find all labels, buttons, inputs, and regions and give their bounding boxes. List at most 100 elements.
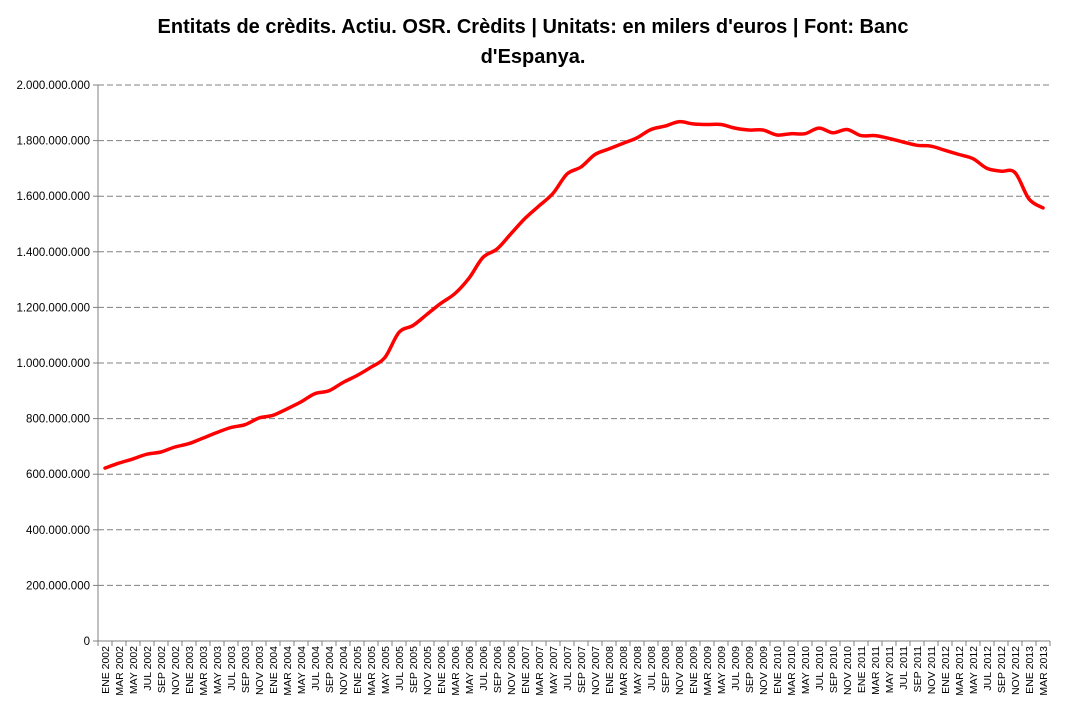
x-tick-label: MAY 2010	[800, 646, 812, 694]
data-point	[789, 132, 793, 135]
x-tick-label: JUL 2007	[562, 646, 574, 691]
data-point	[901, 140, 905, 144]
x-tick-label: MAR 2004	[282, 646, 294, 696]
data-point	[1041, 206, 1045, 210]
data-point	[579, 165, 583, 169]
y-axis-tick-labels: 0 200.000.000 400.000.000 600.000.000 800.00…	[16, 80, 90, 648]
x-tick-label: MAY 2003	[212, 646, 224, 694]
data-point	[1013, 171, 1017, 174]
data-point	[369, 366, 373, 369]
data-point	[397, 331, 401, 334]
y-tick-label: 800.000.000	[26, 414, 90, 426]
data-point	[467, 277, 471, 280]
x-tick-label: MAR 2006	[450, 646, 462, 696]
series-line	[103, 119, 1045, 470]
x-tick-label: NOV 2009	[758, 646, 770, 695]
y-tick-label: 1.800.000.000	[16, 136, 90, 148]
series-layer	[103, 119, 1045, 470]
data-point	[691, 122, 695, 126]
data-point	[481, 256, 485, 259]
x-tick-label: MAY 2006	[464, 646, 476, 694]
data-point	[565, 172, 569, 176]
data-point	[313, 392, 317, 395]
data-point	[117, 461, 121, 465]
data-point	[327, 389, 331, 392]
x-tick-label: MAY 2002	[128, 646, 140, 694]
data-point	[453, 292, 457, 295]
x-tick-label: MAY 2007	[548, 646, 560, 694]
x-tick-label: MAR 2009	[702, 646, 714, 696]
x-tick-label: ENE 2011	[856, 646, 868, 693]
x-tick-label: MAR 2010	[786, 646, 798, 696]
x-tick-label: MAY 2004	[296, 646, 308, 694]
data-point	[173, 445, 177, 449]
data-point	[831, 131, 835, 134]
y-tick-label: 600.000.000	[26, 469, 90, 481]
data-point	[915, 144, 919, 147]
data-point	[719, 123, 723, 126]
data-point	[551, 192, 555, 195]
x-tick-label: MAR 2012	[954, 646, 966, 696]
x-tick-label: ENE 2003	[184, 646, 196, 694]
data-point	[243, 423, 247, 426]
x-tick-label: JUL 2005	[394, 646, 406, 691]
data-point	[887, 137, 891, 140]
data-point	[229, 426, 233, 429]
x-tick-label: ENE 2008	[604, 646, 616, 694]
x-tick-label: JUL 2003	[226, 646, 238, 691]
x-tick-label: NOV 2002	[170, 646, 182, 695]
data-point	[509, 232, 513, 235]
data-point	[145, 453, 149, 456]
x-tick-label: MAR 2008	[618, 646, 630, 696]
x-tick-label: NOV 2007	[590, 646, 602, 695]
data-point	[215, 431, 219, 434]
data-point	[523, 217, 527, 220]
x-tick-label: MAY 2008	[632, 646, 644, 694]
x-tick-label: SEP 2012	[996, 646, 1008, 693]
x-tick-label: ENE 2012	[940, 646, 952, 694]
x-tick-label: MAR 2005	[366, 646, 378, 696]
data-point	[747, 128, 751, 132]
x-tick-label: ENE 2006	[436, 646, 448, 694]
x-tick-label: JUL 2011	[898, 646, 910, 690]
x-tick-label: ENE 2007	[520, 646, 532, 694]
data-point	[733, 126, 737, 130]
x-tick-label: MAY 2009	[716, 646, 728, 694]
data-point	[131, 457, 135, 461]
x-tick-label: MAY 2011	[884, 646, 896, 693]
x-tick-label: MAR 2002	[114, 646, 126, 696]
x-tick-label: SEP 2006	[492, 646, 504, 693]
data-point	[635, 136, 639, 139]
y-tick-label: 400.000.000	[26, 525, 90, 537]
chart-title-line-1: Entitats de crèdits. Actiu. OSR. Crèdits…	[157, 16, 909, 38]
x-tick-label: NOV 2003	[254, 646, 266, 695]
data-point	[425, 313, 429, 316]
x-tick-label: SEP 2004	[324, 646, 336, 693]
x-tick-label: SEP 2008	[660, 646, 672, 693]
y-tick-label: 1.400.000.000	[16, 247, 90, 259]
x-tick-label: SEP 2002	[156, 646, 168, 693]
data-point	[705, 123, 709, 126]
x-tick-label: ENE 2013	[1024, 646, 1036, 694]
data-point	[845, 128, 849, 131]
y-tick-label: 1.200.000.000	[16, 302, 90, 314]
data-point	[187, 442, 191, 445]
data-point	[495, 247, 499, 251]
data-point	[999, 170, 1003, 173]
y-tick-label: 0	[84, 636, 90, 648]
x-tick-label: JUL 2009	[730, 646, 742, 691]
data-point	[159, 450, 163, 454]
data-point	[1027, 197, 1031, 201]
x-tick-label: NOV 2008	[674, 646, 686, 695]
x-tick-label: NOV 2012	[1010, 646, 1022, 695]
data-point	[677, 120, 681, 123]
x-tick-label: SEP 2009	[744, 646, 756, 693]
x-axis: ENE 2002 MAR 2002 MAY 2002 JUL 2002 SEP 2002…	[97, 85, 1051, 696]
data-point	[593, 153, 597, 156]
data-point	[971, 157, 975, 160]
data-point	[607, 147, 611, 151]
x-tick-label: ENE 2005	[352, 646, 364, 694]
x-tick-label: ENE 2002	[100, 646, 112, 694]
x-tick-label: MAR 2013	[1038, 646, 1050, 696]
